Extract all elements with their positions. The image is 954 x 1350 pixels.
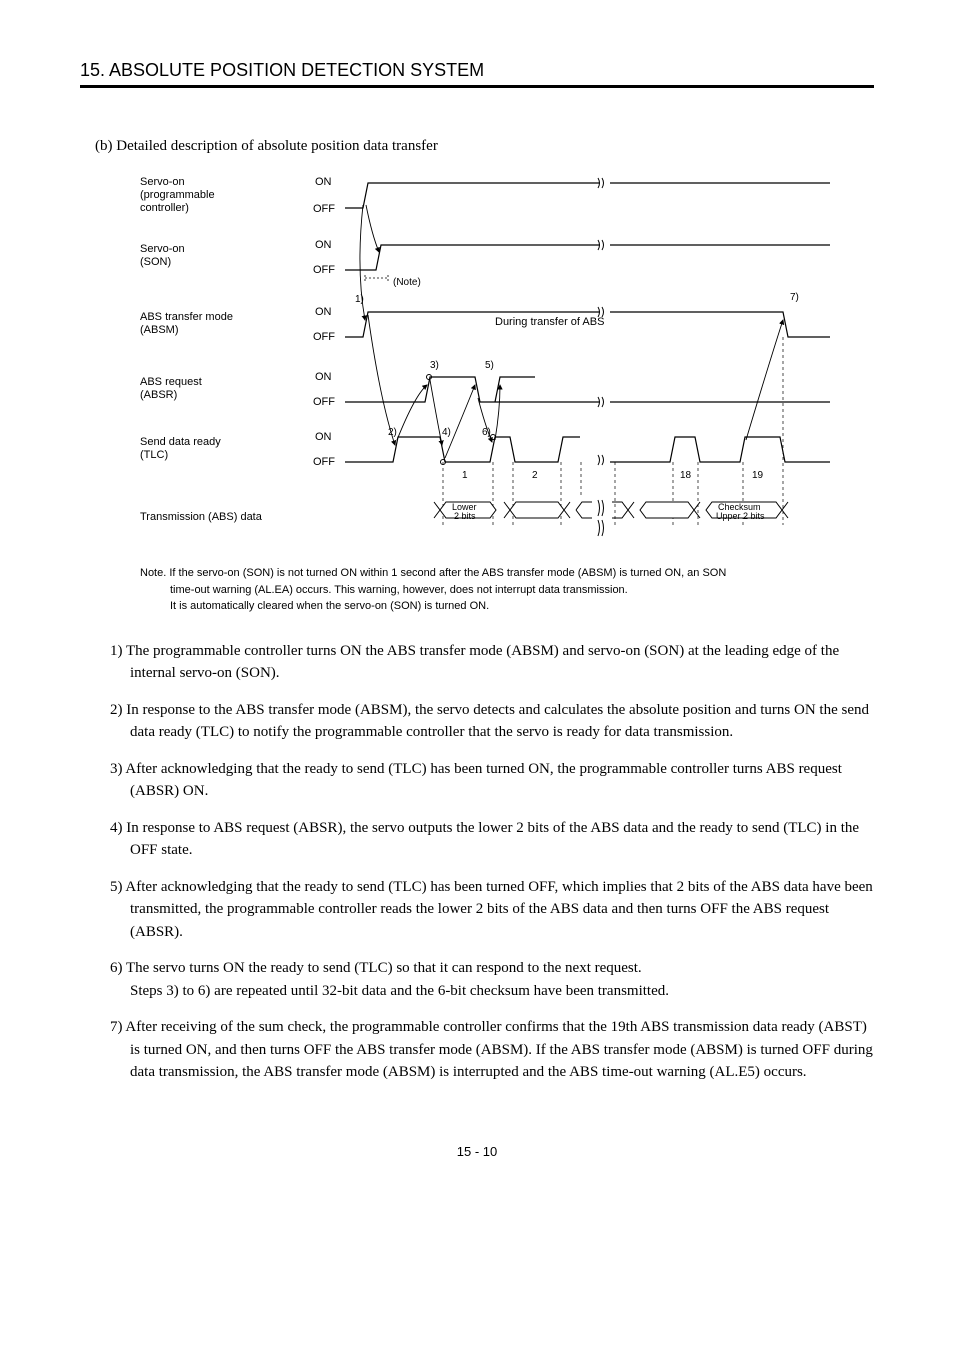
sig3-off: OFF — [313, 331, 335, 343]
note-line-2: time-out warning (AL.EA) occurs. This wa… — [170, 582, 874, 599]
step-6a: 6) The servo turns ON the ready to send … — [110, 960, 642, 976]
txdata-box-gap1 — [576, 502, 592, 518]
sig5-label-2: (TLC) — [140, 449, 168, 461]
sig4-off: OFF — [313, 396, 335, 408]
note-line-1: Note. If the servo-on (SON) is not turne… — [140, 565, 874, 582]
txdata-box-18 — [640, 502, 700, 518]
sig2-on: ON — [315, 239, 332, 251]
frame-18: 18 — [680, 470, 692, 481]
absr-wave-visible — [345, 377, 830, 402]
steps-list: 1) The programmable controller turns ON … — [110, 640, 874, 1084]
sig3-label-1: ABS transfer mode — [140, 311, 233, 323]
step-4: 4) In response to ABS request (ABSR), th… — [110, 817, 874, 862]
step-6: 6) The servo turns ON the ready to send … — [110, 957, 874, 1002]
sig1-on: ON — [315, 176, 332, 188]
step-2: 2) In response to the ABS transfer mode … — [110, 699, 874, 744]
sig5-label-1: Send data ready — [140, 436, 221, 448]
step-1: 1) The programmable controller turns ON … — [110, 640, 874, 685]
frame-2: 2 — [532, 470, 538, 481]
txdata-box-2 — [504, 502, 570, 518]
subsection-title: (b) Detailed description of absolute pos… — [95, 138, 874, 155]
sig3-on: ON — [315, 306, 332, 318]
step-5: 5) After acknowledging that the ready to… — [110, 876, 874, 944]
marker-5: 5) — [485, 360, 494, 371]
frame-19: 19 — [752, 470, 764, 481]
sig1-off: OFF — [313, 203, 335, 215]
marker-4: 4) — [442, 427, 451, 438]
step-6b: Steps 3) to 6) are repeated until 32-bit… — [130, 983, 669, 999]
sig4-on: ON — [315, 371, 332, 383]
marker-3: 3) — [430, 360, 439, 371]
note-inline: (Note) — [393, 277, 421, 288]
during-label: During transfer of ABS — [495, 316, 604, 328]
sig1-label-2: (programmable — [140, 189, 215, 201]
sig2-label-1: Servo-on — [140, 243, 185, 255]
sig4-label-1: ABS request — [140, 376, 202, 388]
sig5-on: ON — [315, 431, 332, 443]
sig3-label-2: (ABSM) — [140, 324, 179, 336]
svg-text:2 bits: 2 bits — [454, 511, 476, 521]
note-block: Note. If the servo-on (SON) is not turne… — [140, 565, 874, 615]
frame-1: 1 — [462, 470, 468, 481]
section-header: 15. ABSOLUTE POSITION DETECTION SYSTEM — [80, 60, 874, 88]
marker-7: 7) — [790, 292, 799, 303]
marker-1: 1) — [355, 294, 364, 305]
sig1-label-3: controller) — [140, 202, 189, 214]
svg-text:Upper 2 bits: Upper 2 bits — [716, 511, 765, 521]
sig2-off: OFF — [313, 264, 335, 276]
sig1-label-1: Servo-on — [140, 176, 185, 188]
page-number: 15 - 10 — [80, 1144, 874, 1159]
txdata-box-19: Checksum Upper 2 bits — [706, 502, 788, 521]
note-line-3: It is automatically cleared when the ser… — [170, 598, 874, 615]
sig2-label-2: (SON) — [140, 256, 171, 268]
step-7: 7) After receiving of the sum check, the… — [110, 1016, 874, 1084]
sig4-label-2: (ABSR) — [140, 389, 177, 401]
step-3: 3) After acknowledging that the ready to… — [110, 758, 874, 803]
sig6-label: Transmission (ABS) data — [140, 511, 263, 523]
timing-diagram: Servo-on (programmable controller) ON OF… — [140, 170, 874, 550]
sig5-off: OFF — [313, 456, 335, 468]
